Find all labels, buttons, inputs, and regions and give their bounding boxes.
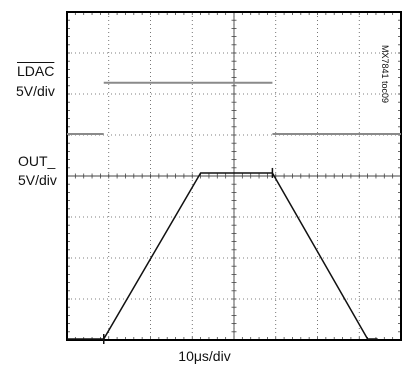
- ldac-scale-label: 5V/div: [16, 83, 55, 99]
- out-scale-label: 5V/div: [18, 172, 57, 188]
- out-channel-label: OUT_: [18, 153, 56, 169]
- out-trace: [67, 172, 378, 340]
- ldac-channel-label: LDAC: [17, 63, 55, 79]
- plot-frame: [66, 11, 402, 341]
- figure-id-label: MX7841 toc09: [380, 45, 390, 104]
- x-axis-label: 10μs/div: [178, 348, 231, 364]
